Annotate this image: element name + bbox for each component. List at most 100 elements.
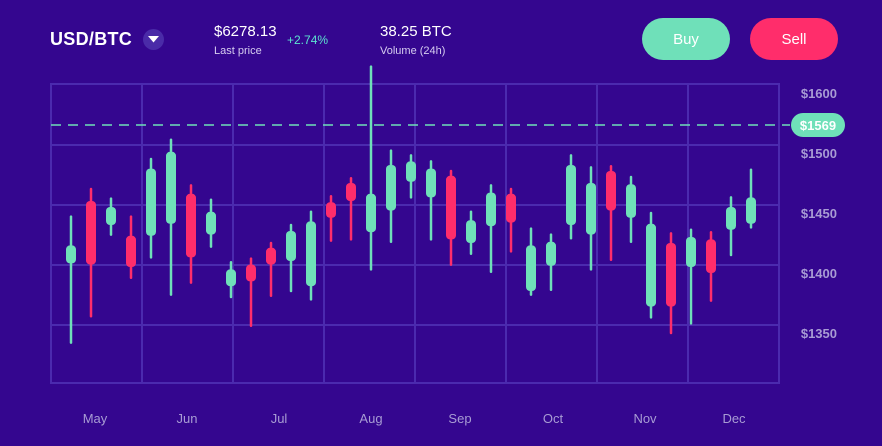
current-price-badge — [791, 113, 845, 137]
candle — [146, 157, 156, 259]
chevron-down-icon — [148, 36, 159, 43]
candle-body — [726, 207, 736, 230]
candle-body — [526, 245, 536, 291]
candle — [686, 228, 696, 325]
candle-body — [306, 221, 316, 287]
x-tick-label: May — [83, 411, 108, 426]
candle — [466, 210, 476, 256]
candle-body — [386, 165, 396, 211]
candle-body — [686, 237, 696, 267]
candle-body — [746, 197, 756, 224]
candle-body — [266, 247, 276, 265]
candle-body — [206, 211, 216, 235]
candle-body — [466, 220, 476, 243]
y-tick-label: $1500 — [801, 146, 837, 161]
current-price-group: $1569 — [51, 113, 845, 137]
candle — [186, 184, 196, 284]
candle-body — [426, 168, 436, 198]
candle-body — [586, 183, 596, 235]
volume-value: 38.25 BTC — [380, 23, 452, 40]
candle-body — [226, 269, 236, 287]
candle-body — [626, 184, 636, 218]
candle — [446, 169, 456, 266]
candle — [406, 154, 416, 199]
candle — [206, 198, 216, 248]
buy-button[interactable]: Buy — [642, 18, 730, 60]
candle — [386, 149, 396, 244]
candle — [106, 197, 116, 236]
candle — [346, 176, 356, 241]
candle-body — [166, 151, 176, 224]
y-tick-label: $1600 — [801, 86, 837, 101]
candle-body — [246, 264, 256, 282]
candle-body — [646, 223, 656, 307]
candle-body — [446, 175, 456, 240]
candle — [546, 233, 556, 292]
candle-body — [546, 241, 556, 266]
candle — [326, 194, 336, 242]
candle-body — [346, 183, 356, 201]
x-tick-label: Jul — [271, 411, 288, 426]
candle — [266, 241, 276, 298]
candle — [166, 138, 176, 296]
candle — [226, 260, 236, 299]
candle — [506, 187, 516, 253]
last-price-value: $6278.13 — [214, 23, 277, 40]
header: USD/BTC $6278.13 +2.74% Last price 38.25… — [0, 0, 882, 80]
candle-body — [366, 193, 376, 233]
candle-body — [706, 239, 716, 273]
candle — [566, 154, 576, 240]
y-tick-label: $1450 — [801, 206, 837, 221]
sell-button[interactable]: Sell — [750, 18, 838, 60]
x-tick-label: Oct — [543, 411, 564, 426]
candle-body — [146, 168, 156, 236]
y-tick-label: $1400 — [801, 266, 837, 281]
candle-body — [326, 202, 336, 218]
candle-body — [406, 161, 416, 182]
candle-body — [126, 235, 136, 267]
candle-body — [506, 193, 516, 223]
candle — [246, 257, 256, 328]
candle-body — [666, 243, 676, 307]
candle — [126, 215, 136, 280]
pair-dropdown-toggle[interactable] — [143, 29, 164, 50]
candle — [526, 227, 536, 296]
last-price-label: Last price — [214, 45, 262, 57]
candle — [486, 184, 496, 274]
candle — [646, 211, 656, 319]
candle — [606, 164, 616, 262]
x-tick-label: Jun — [177, 411, 198, 426]
candle-body — [86, 201, 96, 265]
candle-body — [186, 193, 196, 258]
candle — [726, 196, 736, 257]
y-tick-label: $1350 — [801, 326, 837, 341]
candle-body — [286, 231, 296, 261]
candle — [746, 168, 756, 229]
candle-body — [606, 171, 616, 211]
y-axis: $1600 $1500 $1450 $1400 $1350 — [801, 86, 837, 341]
candle — [66, 215, 76, 344]
candle-body — [66, 245, 76, 264]
x-tick-label: Sep — [448, 411, 471, 426]
candle-body — [566, 165, 576, 225]
current-price-label: $1569 — [800, 118, 836, 133]
candle — [86, 187, 96, 318]
candle — [426, 160, 436, 241]
x-axis: May Jun Jul Aug Sep Oct Nov Dec — [83, 411, 746, 426]
candle-body — [106, 207, 116, 225]
volume-label: Volume (24h) — [380, 45, 446, 57]
candle — [626, 175, 636, 244]
price-change: +2.74% — [287, 33, 329, 47]
candle — [286, 223, 296, 293]
x-tick-label: Aug — [359, 411, 382, 426]
currency-pair: USD/BTC — [50, 29, 133, 49]
candle — [366, 65, 376, 271]
candle — [306, 210, 316, 301]
candle — [666, 232, 676, 335]
candles — [66, 65, 756, 344]
candle — [586, 166, 596, 271]
candle-body — [486, 192, 496, 227]
x-tick-label: Nov — [633, 411, 657, 426]
chart-grid — [50, 83, 780, 384]
